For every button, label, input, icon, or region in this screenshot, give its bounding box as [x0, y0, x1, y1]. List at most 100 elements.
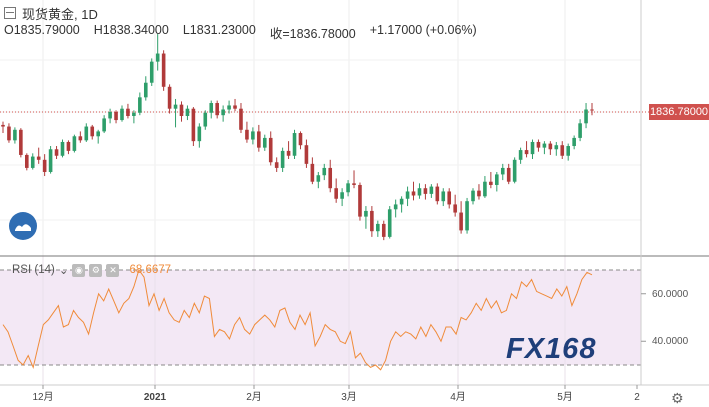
candle-body	[316, 175, 321, 182]
candle-body	[24, 154, 29, 168]
candle-body	[489, 181, 493, 185]
candle-body	[554, 145, 559, 150]
fx168-watermark: FX168	[506, 333, 597, 365]
time-tick-label: 2	[634, 392, 640, 403]
candle-body	[245, 129, 249, 140]
candle-body	[30, 156, 35, 168]
candle-body	[548, 143, 553, 150]
candle-body	[60, 141, 65, 156]
high-value: H1838.34000	[93, 23, 169, 37]
candle-body	[126, 108, 130, 116]
candle-body	[417, 188, 422, 196]
open-value: O1835.79000	[4, 23, 80, 37]
candle-body	[191, 108, 196, 142]
candle-body	[518, 150, 523, 160]
gear-icon[interactable]: ⚙	[89, 263, 103, 277]
candle-body	[453, 204, 457, 213]
candle-body	[340, 192, 344, 199]
candle-body	[36, 156, 41, 160]
time-tick-label: 5月	[557, 391, 573, 403]
candle-body	[572, 137, 576, 147]
candle-body	[405, 191, 410, 199]
candle-body	[114, 111, 118, 121]
settings-gear-icon[interactable]: ⚙	[671, 390, 684, 406]
candle-body	[560, 145, 565, 156]
candle-body	[411, 191, 416, 196]
candle-body	[423, 188, 428, 194]
time-tick-label: 3月	[341, 391, 357, 403]
rsi-line	[2, 268, 593, 371]
candle-body	[370, 210, 374, 232]
candle-body	[292, 133, 297, 156]
time-tick-label: 12月	[32, 391, 53, 403]
candle-body	[459, 212, 463, 231]
candle-body	[477, 190, 481, 197]
candle-body	[364, 210, 368, 217]
candle-body	[233, 105, 237, 109]
rsi-label[interactable]: RSI (14)	[12, 264, 55, 276]
candle-body	[54, 149, 59, 156]
symbol-title[interactable]: 现货黄金, 1D	[22, 6, 98, 22]
candle-body	[435, 186, 440, 202]
candle-body	[251, 131, 255, 140]
candle-body	[584, 109, 588, 124]
candle-body	[542, 143, 547, 148]
candle-body	[506, 167, 511, 182]
rsi-axis-label-60: 60.0000	[652, 289, 689, 300]
candle-body	[262, 137, 267, 148]
candle-body	[7, 126, 11, 141]
candle-body	[304, 145, 309, 164]
rsi-axis-ticks	[641, 293, 646, 342]
candle-body	[358, 184, 362, 217]
candle-body	[334, 188, 338, 199]
candle-body	[138, 97, 142, 113]
candle-body	[78, 136, 83, 141]
candlestick-series	[1, 34, 594, 241]
candle-body	[310, 163, 315, 182]
candle-body	[376, 223, 380, 232]
collapse-icon[interactable]	[4, 7, 16, 19]
rsi-axis-label-40: 40.0000	[652, 336, 689, 347]
candle-body	[512, 159, 517, 182]
candle-body	[441, 191, 446, 202]
candle-body	[179, 104, 184, 116]
candle-body	[328, 167, 333, 189]
symbol-header: 现货黄金, 1D O1835.79000 H1838.34000 L1831.2…	[4, 3, 477, 41]
candle-body	[84, 126, 89, 141]
close-icon[interactable]: ✕	[106, 263, 120, 277]
time-tick-label: 2月	[246, 391, 262, 403]
candle-body	[173, 104, 178, 109]
candle-body	[536, 141, 541, 148]
rsi-legend: RSI (14) ⌄ ◉ ⚙ ✕ 68.6677	[12, 263, 171, 277]
candle-body	[387, 209, 392, 237]
last-price-label: 1836.78000	[649, 104, 709, 120]
candle-body	[239, 108, 243, 130]
close-value: 收=1836.78000	[269, 27, 356, 41]
candle-body	[429, 186, 434, 194]
candle-body	[280, 150, 285, 168]
candle-body	[149, 61, 154, 83]
candle-body	[72, 136, 77, 151]
candle-body	[197, 126, 202, 142]
candle-body	[42, 159, 47, 172]
candle-body	[215, 103, 219, 116]
candle-body	[227, 105, 231, 110]
candle-body	[286, 150, 291, 156]
candle-body	[465, 201, 469, 231]
time-axis: 12月 2021 2月 3月 4月 5月 2	[32, 385, 640, 403]
chevron-down-icon[interactable]: ⌄	[58, 265, 69, 277]
candle-body	[19, 129, 23, 155]
candle-body	[257, 131, 261, 148]
tradingview-logo-icon[interactable]	[9, 212, 37, 240]
candle-body	[471, 190, 475, 202]
candle-body	[102, 118, 106, 132]
candle-body	[161, 53, 166, 87]
candle-body	[167, 86, 172, 109]
candle-body	[143, 82, 148, 98]
change-value: +1.17000 (+0.06%)	[369, 23, 477, 37]
rsi-current-value: 68.6677	[129, 264, 172, 276]
candle-body	[274, 162, 279, 168]
eye-icon[interactable]: ◉	[72, 263, 86, 277]
candle-body	[120, 108, 124, 121]
